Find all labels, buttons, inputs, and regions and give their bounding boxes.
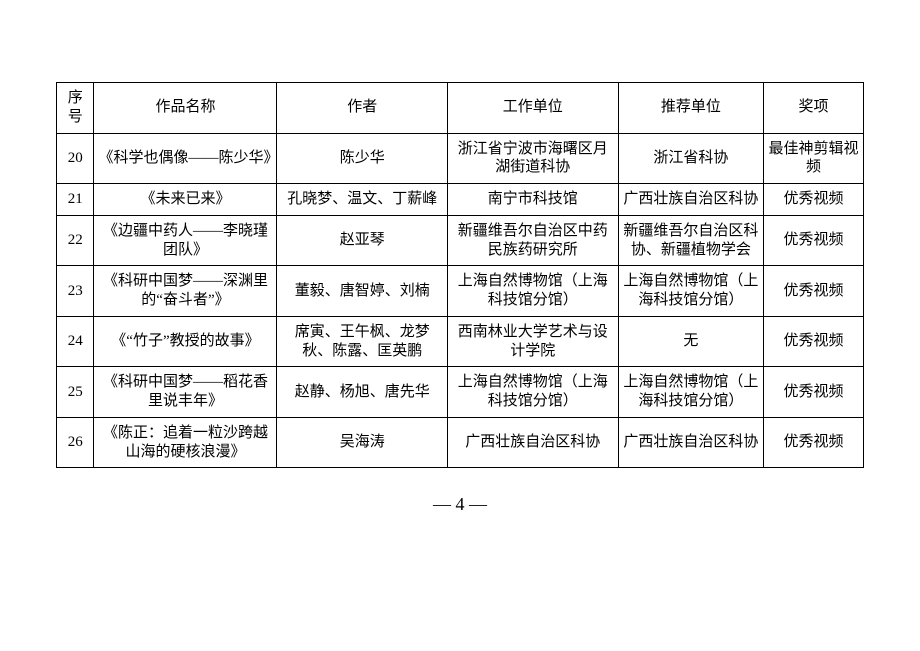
- cell-auth: 赵静、杨旭、唐先华: [277, 367, 448, 418]
- table-row: 23 《科研中国梦——深渊里的“奋斗者”》 董毅、唐智婷、刘楠 上海自然博物馆（…: [57, 266, 864, 317]
- cell-auth: 赵亚琴: [277, 215, 448, 266]
- cell-award: 最佳神剪辑视频: [764, 133, 864, 184]
- cell-title: 《陈正：追着一粒沙跨越山海的硬核浪漫》: [94, 417, 277, 468]
- cell-award: 优秀视频: [764, 266, 864, 317]
- cell-rec: 浙江省科协: [618, 133, 764, 184]
- table-row: 20 《科学也偶像——陈少华》 陈少华 浙江省宁波市海曙区月湖街道科协 浙江省科…: [57, 133, 864, 184]
- cell-seq: 23: [57, 266, 94, 317]
- col-work: 工作单位: [448, 83, 619, 134]
- cell-title: 《未来已来》: [94, 184, 277, 216]
- cell-award: 优秀视频: [764, 184, 864, 216]
- cell-seq: 22: [57, 215, 94, 266]
- cell-rec: 上海自然博物馆（上海科技馆分馆）: [618, 266, 764, 317]
- cell-seq: 25: [57, 367, 94, 418]
- cell-work: 新疆维吾尔自治区中药民族药研究所: [448, 215, 619, 266]
- cell-work: 上海自然博物馆（上海科技馆分馆）: [448, 367, 619, 418]
- cell-auth: 席寅、王午枫、龙梦秋、陈露、匡英鹏: [277, 316, 448, 367]
- cell-title: 《边疆中药人——李晓瑾团队》: [94, 215, 277, 266]
- table-row: 24 《“竹子”教授的故事》 席寅、王午枫、龙梦秋、陈露、匡英鹏 西南林业大学艺…: [57, 316, 864, 367]
- cell-title: 《“竹子”教授的故事》: [94, 316, 277, 367]
- cell-work: 广西壮族自治区科协: [448, 417, 619, 468]
- cell-title: 《科学也偶像——陈少华》: [94, 133, 277, 184]
- cell-award: 优秀视频: [764, 417, 864, 468]
- cell-rec: 新疆维吾尔自治区科协、新疆植物学会: [618, 215, 764, 266]
- cell-rec: 广西壮族自治区科协: [618, 184, 764, 216]
- cell-title: 《科研中国梦——深渊里的“奋斗者”》: [94, 266, 277, 317]
- col-auth: 作者: [277, 83, 448, 134]
- cell-award: 优秀视频: [764, 215, 864, 266]
- table-row: 22 《边疆中药人——李晓瑾团队》 赵亚琴 新疆维吾尔自治区中药民族药研究所 新…: [57, 215, 864, 266]
- page: 序号 作品名称 作者 工作单位 推荐单位 奖项 20 《科学也偶像——陈少华》 …: [0, 0, 920, 515]
- cell-auth: 陈少华: [277, 133, 448, 184]
- cell-work: 西南林业大学艺术与设计学院: [448, 316, 619, 367]
- cell-rec: 上海自然博物馆（上海科技馆分馆）: [618, 367, 764, 418]
- cell-award: 优秀视频: [764, 367, 864, 418]
- col-title: 作品名称: [94, 83, 277, 134]
- cell-title: 《科研中国梦——稻花香里说丰年》: [94, 367, 277, 418]
- table-row: 26 《陈正：追着一粒沙跨越山海的硬核浪漫》 吴海涛 广西壮族自治区科协 广西壮…: [57, 417, 864, 468]
- table-row: 21 《未来已来》 孔晓梦、温文、丁薪峰 南宁市科技馆 广西壮族自治区科协 优秀…: [57, 184, 864, 216]
- table-row: 25 《科研中国梦——稻花香里说丰年》 赵静、杨旭、唐先华 上海自然博物馆（上海…: [57, 367, 864, 418]
- cell-auth: 董毅、唐智婷、刘楠: [277, 266, 448, 317]
- table-header-row: 序号 作品名称 作者 工作单位 推荐单位 奖项: [57, 83, 864, 134]
- cell-rec: 无: [618, 316, 764, 367]
- col-rec: 推荐单位: [618, 83, 764, 134]
- col-award: 奖项: [764, 83, 864, 134]
- cell-seq: 20: [57, 133, 94, 184]
- cell-seq: 26: [57, 417, 94, 468]
- cell-seq: 24: [57, 316, 94, 367]
- cell-auth: 吴海涛: [277, 417, 448, 468]
- cell-work: 浙江省宁波市海曙区月湖街道科协: [448, 133, 619, 184]
- table-body: 20 《科学也偶像——陈少华》 陈少华 浙江省宁波市海曙区月湖街道科协 浙江省科…: [57, 133, 864, 468]
- cell-work: 南宁市科技馆: [448, 184, 619, 216]
- cell-auth: 孔晓梦、温文、丁薪峰: [277, 184, 448, 216]
- data-table: 序号 作品名称 作者 工作单位 推荐单位 奖项 20 《科学也偶像——陈少华》 …: [56, 82, 864, 468]
- cell-work: 上海自然博物馆（上海科技馆分馆）: [448, 266, 619, 317]
- cell-seq: 21: [57, 184, 94, 216]
- col-seq: 序号: [57, 83, 94, 134]
- page-number: — 4 —: [56, 494, 864, 515]
- cell-rec: 广西壮族自治区科协: [618, 417, 764, 468]
- cell-award: 优秀视频: [764, 316, 864, 367]
